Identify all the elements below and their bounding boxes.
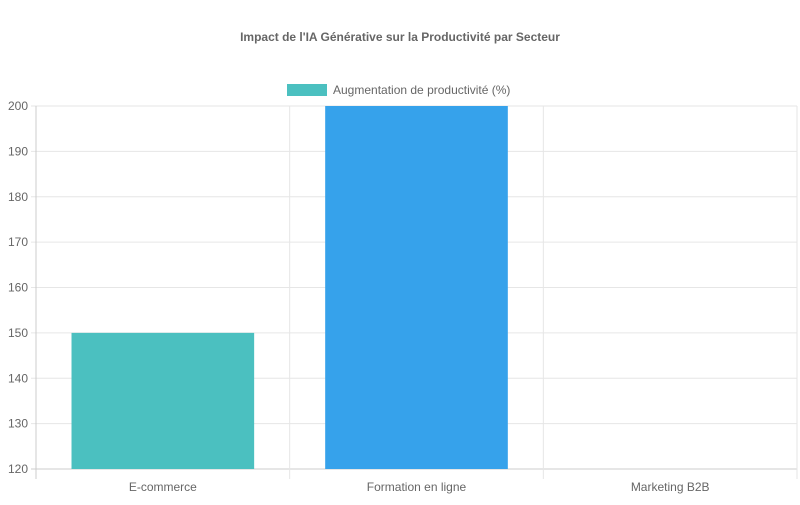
y-tick-label: 130 xyxy=(8,417,28,431)
legend-swatch xyxy=(287,84,327,96)
y-tick-label: 200 xyxy=(8,99,28,113)
y-tick-label: 170 xyxy=(8,235,28,249)
y-tick-label: 190 xyxy=(8,144,28,158)
x-tick-label: Marketing B2B xyxy=(631,480,710,494)
y-tick-label: 180 xyxy=(8,190,28,204)
y-tick-label: 160 xyxy=(8,281,28,295)
bar xyxy=(71,332,255,469)
legend-label: Augmentation de productivité (%) xyxy=(333,83,510,97)
x-tick-label: E-commerce xyxy=(129,480,197,494)
y-tick-label: 120 xyxy=(8,462,28,476)
y-tick-label: 150 xyxy=(8,326,28,340)
bar xyxy=(325,106,508,469)
chart-title: Impact de l'IA Générative sur la Product… xyxy=(240,30,560,44)
legend[interactable]: Augmentation de productivité (%) xyxy=(287,83,510,97)
y-tick-label: 140 xyxy=(8,371,28,385)
x-tick-label: Formation en ligne xyxy=(367,480,467,494)
